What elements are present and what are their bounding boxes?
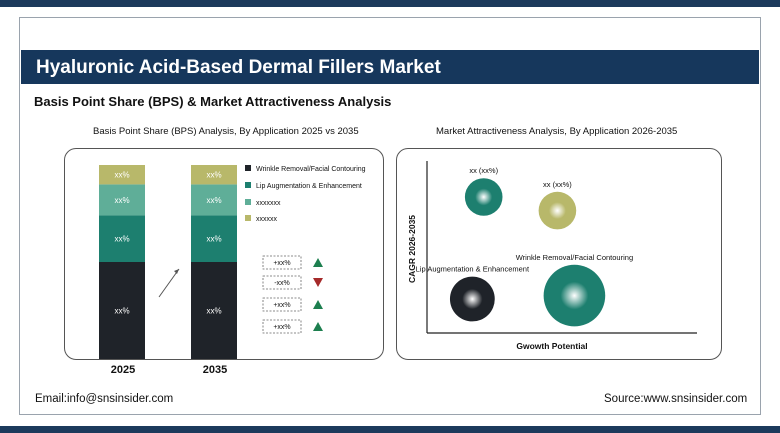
bps-chart: xx% xx% xx% xx% xx% xx% xx% xx% Wrinkle Removal/… (99, 165, 366, 359)
bar-segment-2035-2 (191, 184, 237, 216)
change-box-2 (262, 297, 302, 312)
bubble-3 (543, 264, 606, 327)
down-arrow-icon (313, 278, 323, 287)
bps-chart-panel: xx% xx% xx% xx% xx% xx% xx% xx% Wrinkle Removal/… (64, 148, 384, 360)
top-accent-bar (0, 0, 780, 7)
legend-label-0: Wrinkle Removal/Facial Contouring (256, 166, 366, 173)
bar-segment-2025-3 (99, 165, 145, 185)
up-arrow-icon (313, 258, 323, 267)
bar-segment-2025-2 (99, 184, 145, 216)
bar-segment-2035-0 (191, 262, 237, 359)
bar-segment-label: xx% (114, 307, 129, 316)
bubble-1 (538, 191, 577, 230)
bubble-label-1: xx (xx%) (543, 180, 572, 189)
legend-label-3: xxxxxx (256, 216, 278, 223)
bar-segment-label: xx% (206, 235, 221, 244)
bubble-label-3: Wrinkle Removal/Facial Contouring (516, 253, 633, 262)
up-arrow-icon (313, 322, 323, 331)
bps-chart-title: Basis Point Share (BPS) Analysis, By App… (93, 126, 359, 137)
change-box-0 (262, 255, 302, 270)
bar-segment-2035-3 (191, 165, 237, 185)
bar-segment-label: xx% (206, 171, 221, 180)
legend-label-2: xxxxxxx (256, 200, 281, 207)
bar-segment-label: xx% (114, 171, 129, 180)
page-title: Hyaluronic Acid-Based Dermal Fillers Mar… (36, 57, 441, 78)
legend-swatch-2 (245, 199, 251, 205)
bar-segment-label: xx% (114, 235, 129, 244)
y-axis-label: CAGR 2026-2035 (407, 215, 417, 283)
footer-email: Email:info@snsinsider.com (35, 393, 174, 405)
bubble-2 (449, 276, 495, 322)
title-banner (21, 50, 759, 84)
legend-swatch-1 (245, 182, 251, 188)
legend-swatch-3 (245, 215, 251, 221)
bubble-label-2: Lip Augmentation & Enhancement (416, 265, 530, 274)
legend-swatch-0 (245, 165, 251, 171)
change-label-3: +xx% (273, 324, 290, 331)
change-label-2: +xx% (273, 302, 290, 309)
change-box-3 (262, 319, 302, 334)
bar-segment-label: xx% (114, 196, 129, 205)
change-label-0: +xx% (273, 260, 290, 267)
attractiveness-chart: Gwowth Potential CAGR 2026-2035 xx (xx%) xx… (407, 161, 697, 351)
page-subtitle: Basis Point Share (BPS) & Market Attract… (34, 94, 392, 109)
change-box-1 (262, 275, 302, 290)
bar-segment-2025-0 (99, 262, 145, 359)
trend-arrow-head (174, 269, 179, 274)
trend-arrow (158, 268, 180, 298)
attractiveness-chart-title: Market Attractiveness Analysis, By Appli… (436, 126, 678, 137)
bar-segment-label: xx% (206, 307, 221, 316)
up-arrow-icon (313, 300, 323, 309)
bubble-0 (464, 178, 503, 216)
attractiveness-chart-panel: Gwowth Potential CAGR 2026-2035 xx (xx%) xx… (396, 148, 722, 360)
bar-segment-2025-1 (99, 215, 145, 262)
year-label-2035: 2035 (202, 364, 228, 376)
change-label-1: -xx% (274, 280, 290, 287)
bar-segment-2035-1 (191, 215, 237, 262)
footer-source: Source:www.snsinsider.com (604, 393, 748, 405)
bar-segment-label: xx% (206, 196, 221, 205)
year-label-2025: 2025 (110, 364, 136, 376)
legend-label-1: Lip Augmentation & Enhancement (256, 183, 362, 190)
bubble-label-0: xx (xx%) (469, 166, 498, 175)
x-axis-label: Gwowth Potential (516, 341, 587, 351)
bottom-accent-bar (0, 426, 780, 433)
